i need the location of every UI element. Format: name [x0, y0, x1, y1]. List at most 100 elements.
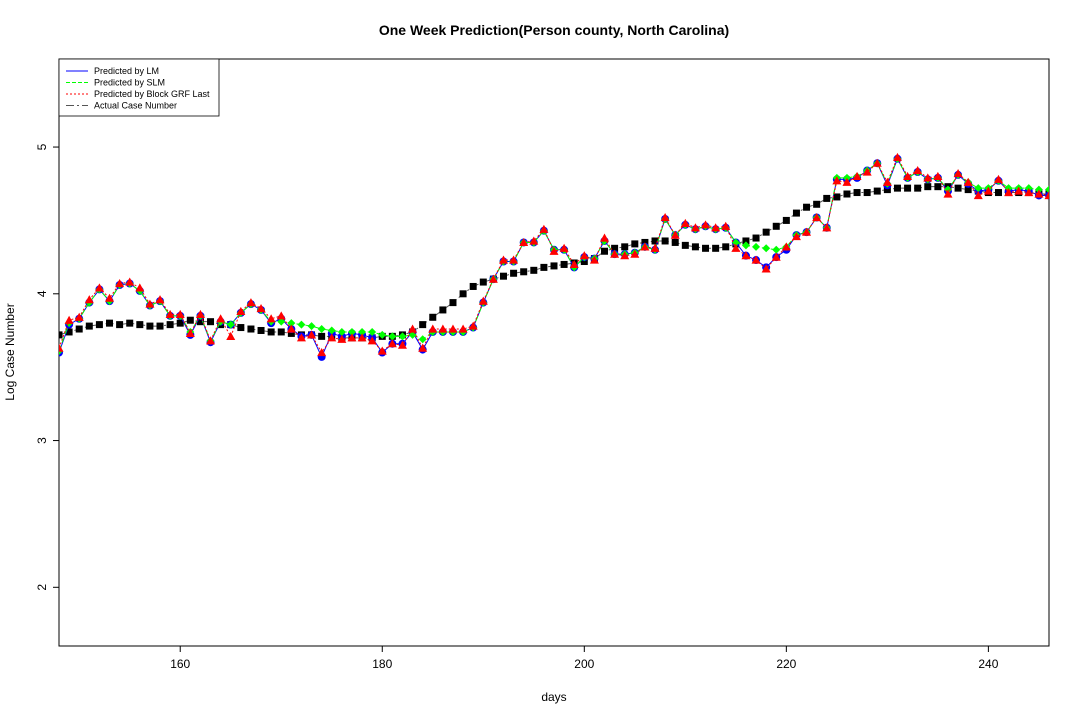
data-point: [116, 321, 124, 329]
data-point: [680, 218, 690, 227]
data-point: [842, 177, 852, 186]
data-point: [327, 326, 336, 335]
data-point: [510, 269, 518, 277]
data-point: [1004, 188, 1014, 197]
data-point: [742, 237, 750, 245]
data-point: [580, 258, 588, 266]
data-point: [479, 278, 487, 286]
data-point: [236, 306, 246, 316]
data-point: [843, 190, 851, 198]
data-point: [650, 243, 660, 252]
data-point: [74, 312, 84, 321]
data-point: [993, 174, 1003, 183]
data-point: [135, 283, 145, 292]
data-point: [166, 321, 174, 329]
data-point: [216, 314, 226, 323]
data-point: [589, 255, 599, 264]
data-point: [509, 255, 519, 264]
series-layer: [59, 152, 1049, 361]
data-point: [226, 320, 235, 329]
series-line: [59, 186, 1049, 339]
data-point: [772, 245, 781, 254]
data-point: [59, 343, 64, 352]
data-point: [1024, 188, 1034, 197]
data-point: [872, 158, 882, 167]
legend-items: Predicted by LM Predicted by SLMPredicted…: [66, 66, 210, 111]
data-point: [65, 328, 73, 336]
data-point: [165, 309, 175, 318]
data-point: [934, 183, 942, 191]
data-point: [550, 262, 558, 270]
data-point: [115, 279, 125, 288]
data-point: [549, 246, 559, 255]
data-point: [317, 325, 326, 334]
data-point: [145, 299, 155, 308]
data-point: [882, 177, 892, 186]
data-point: [256, 303, 266, 313]
data-point: [914, 184, 922, 192]
data-point: [488, 274, 498, 283]
data-point: [721, 221, 731, 230]
data-point: [207, 318, 215, 326]
data-point: [671, 238, 679, 246]
data-point: [498, 255, 508, 264]
data-point: [752, 234, 760, 242]
data-point: [337, 327, 346, 336]
data-point: [266, 314, 276, 323]
data-point: [712, 244, 720, 252]
data-point: [246, 298, 256, 307]
plot-frame: [58, 58, 1050, 647]
data-point: [296, 333, 306, 342]
data-point: [540, 263, 548, 271]
data-point: [106, 319, 114, 327]
data-point: [610, 249, 620, 258]
data-point: [469, 282, 477, 290]
data-point: [408, 324, 418, 333]
data-point: [358, 327, 367, 336]
data-point: [529, 236, 539, 245]
data-point: [387, 339, 397, 348]
data-point: [660, 212, 670, 222]
data-point: [731, 243, 741, 252]
legend-label: Predicted by SLM: [94, 78, 165, 88]
data-point: [782, 216, 790, 224]
data-point: [802, 227, 812, 236]
data-point: [126, 319, 134, 327]
data-point: [690, 223, 700, 232]
data-point: [297, 320, 306, 329]
data-point: [803, 203, 811, 211]
data-point: [429, 313, 437, 321]
data-point: [196, 318, 204, 326]
data-point: [337, 334, 347, 343]
data-point: [287, 319, 296, 328]
data-point: [963, 177, 973, 186]
data-point: [94, 283, 104, 292]
data-point: [973, 190, 983, 200]
data-point: [651, 237, 659, 245]
data-point: [559, 243, 569, 252]
data-point: [195, 309, 205, 318]
data-point: [761, 264, 771, 273]
data-point: [368, 327, 377, 336]
data-point: [449, 299, 457, 307]
data-point: [357, 333, 367, 342]
data-point: [367, 336, 377, 345]
data-point: [873, 187, 881, 195]
data-point: [459, 290, 467, 298]
data-point: [670, 230, 680, 239]
data-point: [418, 343, 428, 352]
data-point: [146, 322, 154, 330]
data-point: [762, 228, 770, 236]
data-point: [247, 325, 255, 333]
data-point: [892, 152, 902, 161]
data-point: [530, 266, 538, 274]
data-point: [448, 324, 458, 333]
data-point: [823, 194, 831, 202]
data-point: [772, 222, 780, 230]
data-point: [661, 237, 669, 245]
data-point: [792, 209, 800, 217]
data-point: [519, 237, 529, 247]
data-point: [560, 260, 568, 268]
data-point: [974, 184, 983, 193]
